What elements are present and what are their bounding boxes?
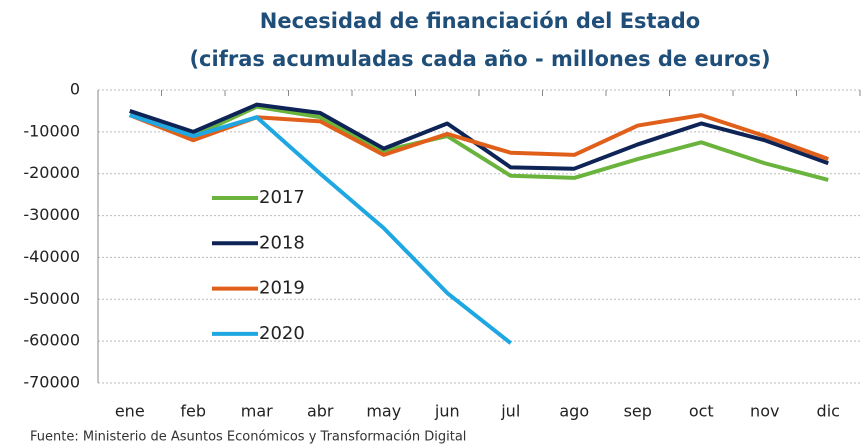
legend-label: 2017 [259, 187, 305, 208]
legend-label: 2020 [259, 323, 305, 344]
y-tick-label: -20000 [23, 163, 80, 182]
series-line [129, 104, 829, 182]
series-line [129, 113, 829, 161]
chart-title: Necesidad de financiación del Estado [260, 9, 700, 33]
y-tick-label: -40000 [23, 247, 80, 266]
x-tick-label: ene [115, 402, 145, 421]
y-tick-label: -30000 [23, 205, 80, 224]
x-tick-label: mar [241, 402, 273, 421]
x-tick-label: sep [624, 402, 652, 421]
legend-label: 2019 [259, 278, 305, 299]
y-tick-label: -70000 [23, 373, 80, 392]
series-line [129, 102, 829, 171]
series-line [129, 113, 512, 345]
x-tick-label: feb [180, 402, 206, 421]
x-tick-label: jun [434, 402, 460, 421]
legend-label: 2018 [259, 232, 305, 253]
x-tick-label: abr [307, 402, 334, 421]
x-tick-label: may [366, 402, 401, 421]
y-tick-label: 0 [70, 80, 80, 99]
source-note: Fuente: Ministerio de Asuntos Económicos… [30, 430, 466, 445]
chart-subtitle: (cifras acumuladas cada año - millones d… [189, 47, 770, 71]
x-tick-label: ago [559, 402, 589, 421]
y-tick-label: -50000 [23, 289, 80, 308]
x-tick-label: jul [500, 402, 520, 421]
x-tick-label: nov [750, 402, 779, 421]
y-tick-label: -60000 [23, 331, 80, 350]
x-tick-label: dic [817, 402, 840, 421]
x-tick-label: oct [689, 402, 714, 421]
y-tick-label: -10000 [23, 121, 80, 140]
